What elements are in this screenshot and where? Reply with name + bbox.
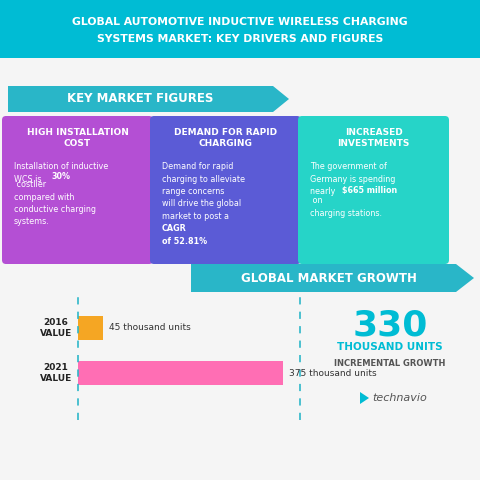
Text: 30%: 30% [52,172,71,181]
Text: GLOBAL AUTOMOTIVE INDUCTIVE WIRELESS CHARGING: GLOBAL AUTOMOTIVE INDUCTIVE WIRELESS CHA… [72,17,408,27]
Bar [78,316,103,340]
Text: INCREASED
INVESTMENTS: INCREASED INVESTMENTS [337,128,410,148]
Text: costlier
compared with
conductive charging
systems.: costlier compared with conductive chargi… [14,180,96,227]
Bar [78,361,283,385]
Text: The government of
Germany is spending
nearly: The government of Germany is spending ne… [310,162,396,196]
Text: GLOBAL MARKET GROWTH: GLOBAL MARKET GROWTH [240,272,417,285]
Text: THOUSAND UNITS: THOUSAND UNITS [337,342,443,352]
Text: technavio: technavio [372,393,427,403]
Polygon shape [360,392,369,404]
Text: 45 thousand units: 45 thousand units [108,324,191,333]
Text: 375 thousand units: 375 thousand units [289,369,377,377]
Text: DEMAND FOR RAPID
CHARGING: DEMAND FOR RAPID CHARGING [174,128,277,148]
Text: .: . [202,234,204,243]
Text: 330: 330 [352,308,428,342]
Text: 2021
VALUE: 2021 VALUE [40,363,72,383]
Text: 2016
VALUE: 2016 VALUE [40,318,72,338]
Text: KEY MARKET FIGURES: KEY MARKET FIGURES [67,93,214,106]
Text: CAGR
of 52.81%: CAGR of 52.81% [162,224,207,245]
FancyBboxPatch shape [298,116,449,264]
FancyBboxPatch shape [2,116,153,264]
Bar [0,0,480,58]
FancyBboxPatch shape [150,116,301,264]
Text: SYSTEMS MARKET: KEY DRIVERS AND FIGURES: SYSTEMS MARKET: KEY DRIVERS AND FIGURES [97,34,383,44]
Text: Installation of inductive
WCS is: Installation of inductive WCS is [14,162,108,183]
Text: INCREMENTAL GROWTH: INCREMENTAL GROWTH [334,360,446,369]
Polygon shape [191,264,474,292]
Text: Demand for rapid
charging to alleviate
range concerns
will drive the global
mark: Demand for rapid charging to alleviate r… [162,162,245,221]
Text: HIGH INSTALLATION
COST: HIGH INSTALLATION COST [26,128,129,148]
Text: $665 million: $665 million [342,186,397,195]
Text: on
charging stations.: on charging stations. [310,196,382,217]
Polygon shape [8,86,289,112]
